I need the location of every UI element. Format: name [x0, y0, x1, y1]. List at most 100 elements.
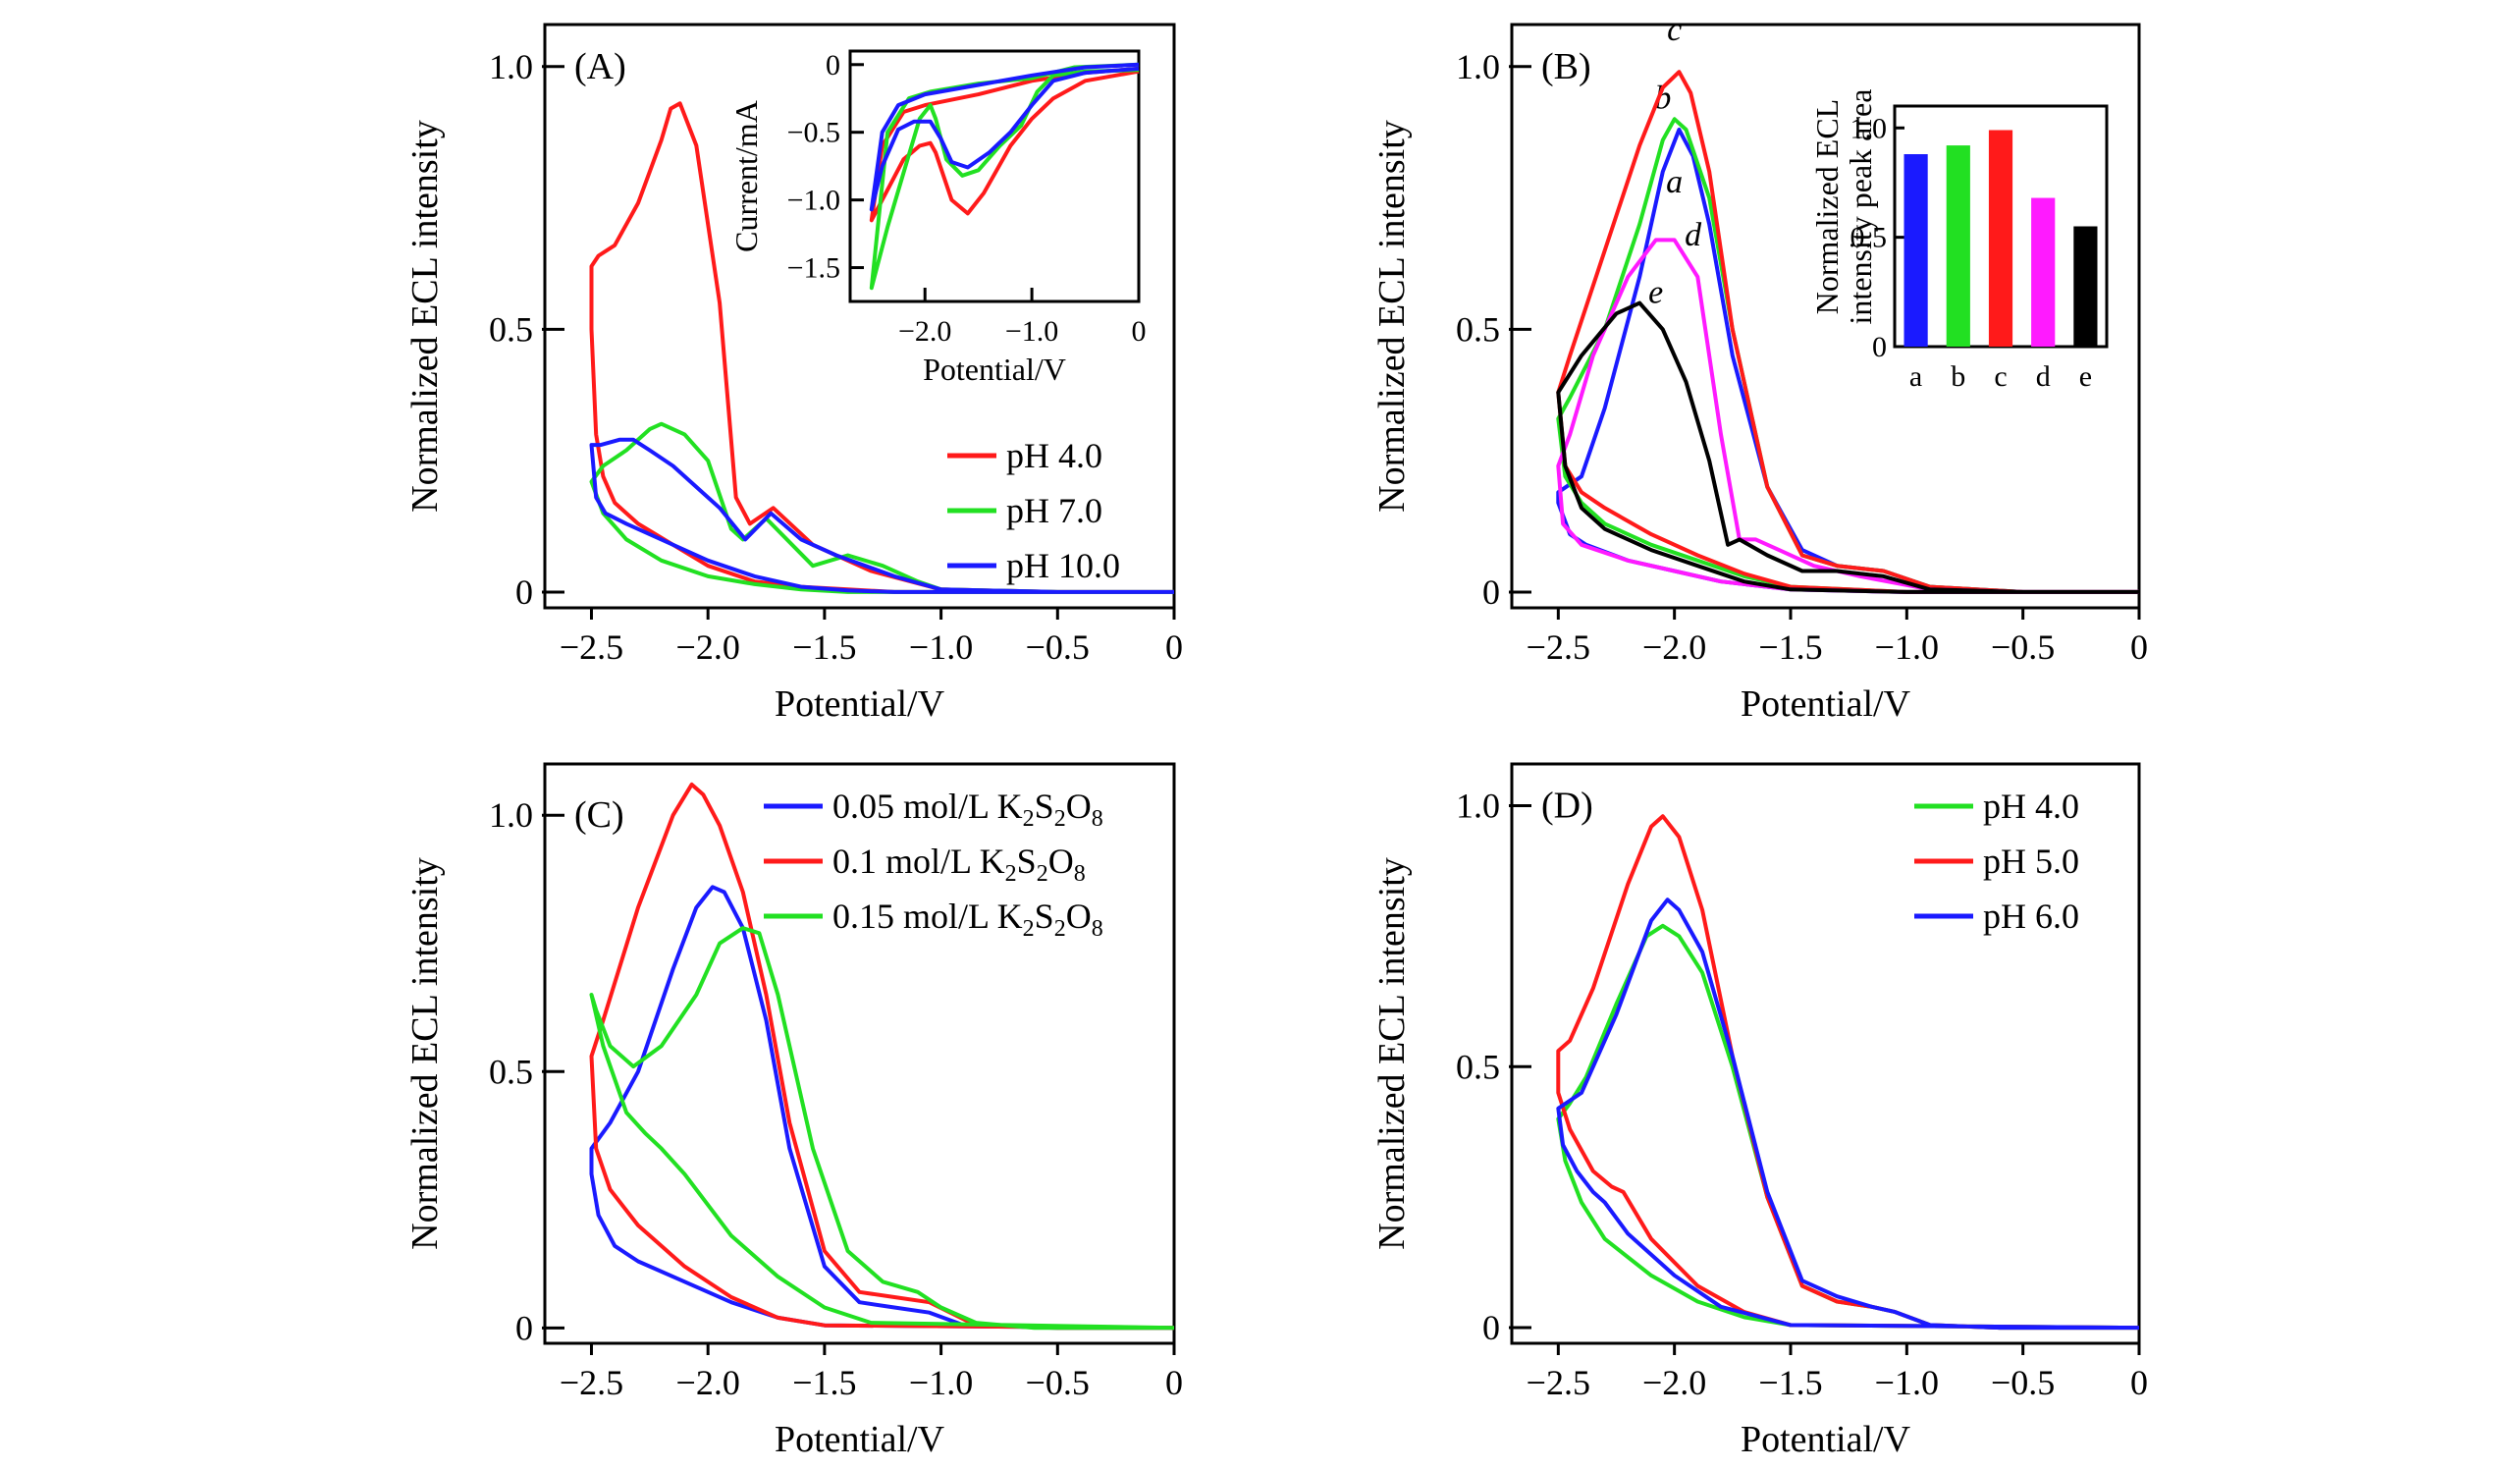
legend-subscript: 8	[1074, 861, 1086, 887]
panel-a: −2.5 −2.0 −1.5 −1.0 −0.5 0 0 0.5 1.0 Potential/V N…	[404, 23, 1183, 725]
y-tick-label: 1.0	[489, 47, 533, 86]
legend-label: 0.15 mol/L K2S2O8	[832, 897, 1103, 942]
bar-d	[2031, 197, 2056, 347]
inset-x-axis-title: Potential/V	[923, 352, 1066, 387]
inset-cv-plot: −2.0 −1.0 0 0 −0.5 −1.0 −1.5 Potential/V Current…	[728, 49, 1147, 387]
series-line-3	[1556, 70, 2139, 594]
legend-subscript: 2	[1023, 916, 1035, 942]
plot-frame	[1510, 762, 2141, 1345]
x-tick-label: −2.0	[1642, 1363, 1706, 1402]
x-tick-label: −2.5	[1527, 627, 1590, 667]
legend-text-part: 0.15 mol/L K	[832, 897, 1023, 936]
x-tick-label: −2.0	[676, 627, 740, 667]
inset-y-tick-label: −0.5	[787, 117, 840, 149]
inset-x-tick-label: −1.0	[1005, 315, 1058, 348]
x-tick-label: −2.5	[560, 627, 623, 667]
inset-y-tick-label: −1.5	[787, 252, 840, 285]
series-line-3	[589, 926, 1175, 1331]
x-tick-label: −2.5	[560, 1363, 623, 1402]
legend-label: 0.05 mol/L K2S2O8	[832, 787, 1103, 832]
legend-text-part: O	[1048, 842, 1074, 881]
series-line-2	[589, 421, 1174, 594]
x-tick-label: −2.0	[676, 1363, 740, 1402]
x-axis-title: Potential/V	[1741, 683, 1911, 725]
curve-label: d	[1685, 217, 1702, 253]
x-tick-label: 0	[2130, 1363, 2148, 1402]
legend-text-part: O	[1066, 897, 1092, 936]
x-tick-label: 0	[1165, 1363, 1183, 1402]
bar-e	[2073, 226, 2098, 347]
inset-y-axis-title: Current/mA	[728, 100, 764, 252]
inset-y-tick-label: −1.0	[787, 185, 840, 217]
x-tick-label: −0.5	[1026, 1363, 1090, 1402]
inset-y-tick-label: 1.0	[1850, 112, 1888, 144]
x-tick-label: −2.5	[1527, 1363, 1590, 1402]
plot-frame	[1510, 23, 2141, 610]
y-tick-label: 0	[1482, 572, 1500, 612]
y-axis-title: Normalized ECL intensity	[1371, 120, 1413, 513]
inset-y-tick-label: 0	[826, 49, 840, 82]
inset-x-tick-label: d	[2036, 360, 2051, 393]
inset-y-axis-title: Normalized ECL	[1809, 99, 1845, 314]
legend-subscript: 2	[1054, 806, 1066, 832]
legend-label: pH 6.0	[1983, 897, 2079, 936]
series-line-3	[589, 437, 1174, 594]
legend-label: pH 4.0	[1983, 787, 2079, 826]
y-tick-label: 1.0	[489, 795, 533, 835]
panel-label: (A)	[574, 46, 626, 87]
x-tick-label: −1.5	[1758, 1363, 1822, 1402]
legend-subscript: 8	[1092, 916, 1103, 942]
inset-y-axis-title: intensity peak area	[1843, 89, 1878, 325]
series-line-4	[1556, 238, 2139, 594]
x-tick-label: −1.0	[909, 1363, 973, 1402]
plot-frame	[543, 23, 1176, 610]
panel-label: (B)	[1541, 46, 1591, 87]
legend-label: pH 4.0	[1006, 436, 1102, 475]
x-tick-label: −1.0	[1875, 627, 1939, 667]
inset-x-tick-label: 0	[1132, 315, 1147, 348]
inset-x-tick-label: −2.0	[898, 315, 951, 348]
panel-b: −2.5 −2.0 −1.5 −1.0 −0.5 0 0 0.5 1.0 Potential/V N…	[1371, 12, 2148, 725]
x-tick-label: −1.5	[792, 627, 856, 667]
bar-b	[1946, 145, 1970, 347]
x-tick-label: −1.5	[1758, 627, 1822, 667]
legend-text-part: S	[1035, 897, 1054, 936]
legend-label: pH 7.0	[1006, 491, 1102, 530]
x-tick-label: −1.5	[792, 1363, 856, 1402]
legend-text-part: 0.05 mol/L K	[832, 787, 1023, 826]
series-line-1	[589, 885, 1175, 1331]
y-tick-label: 0.5	[489, 1052, 533, 1091]
x-tick-label: 0	[1165, 627, 1183, 667]
x-axis-title: Potential/V	[775, 1419, 945, 1460]
x-tick-label: −2.0	[1642, 627, 1706, 667]
x-tick-label: −0.5	[1026, 627, 1090, 667]
y-tick-label: 1.0	[1456, 787, 1500, 826]
y-tick-label: 0	[515, 1308, 533, 1347]
y-axis-title: Normalized ECL intensity	[404, 120, 446, 513]
legend-text-part: S	[1035, 787, 1054, 826]
y-tick-label: 0	[515, 572, 533, 612]
series-line-1	[1556, 923, 2140, 1331]
legend-label: pH 10.0	[1006, 546, 1120, 585]
legend-label: pH 5.0	[1983, 842, 2079, 881]
inset-x-tick-label: b	[1951, 360, 1965, 393]
inset-y-tick-label: 0	[1872, 331, 1887, 363]
x-tick-label: −1.0	[909, 627, 973, 667]
bar-a	[1903, 154, 1928, 347]
series-line-2	[589, 782, 1175, 1331]
x-tick-label: −0.5	[1991, 1363, 2055, 1402]
inset-series-line-1	[869, 66, 1140, 223]
panel-d: −2.5 −2.0 −1.5 −1.0 −0.5 0 0 0.5 1.0 Potential/V N…	[1371, 762, 2148, 1460]
inset-series-line-3	[869, 62, 1140, 212]
curve-label: e	[1648, 275, 1663, 311]
x-axis-title: Potential/V	[1741, 1419, 1911, 1460]
x-axis-title: Potential/V	[775, 683, 945, 725]
y-tick-label: 0.5	[1456, 1047, 1500, 1086]
y-axis-title: Normalized ECL intensity	[1371, 857, 1413, 1250]
panel-label: (C)	[574, 794, 624, 836]
bar-c	[1988, 130, 2013, 347]
legend-subscript: 8	[1092, 806, 1103, 832]
y-tick-label: 1.0	[1456, 47, 1500, 86]
